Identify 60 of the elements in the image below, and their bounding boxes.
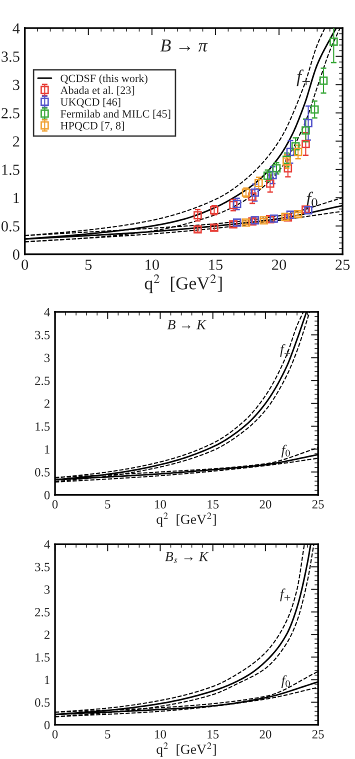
x-tick-label: 20 xyxy=(260,500,272,509)
y-tick-label: 0 xyxy=(12,249,20,260)
y-tick-label: 3.5 xyxy=(35,330,50,340)
x-tick-label: 5 xyxy=(105,500,110,509)
x-axis-title: q$^{2}$ [GeV$^{2}$] xyxy=(156,742,216,757)
x-tick-label: 25 xyxy=(312,730,324,739)
x-tick-label: 5 xyxy=(85,260,92,270)
legend-label: Abada et al. [23] xyxy=(60,86,134,96)
y-tick-label: 3.5 xyxy=(35,562,50,572)
y-tick-label: 1.5 xyxy=(36,653,50,662)
legend-label: QCDSF (this work) xyxy=(60,74,148,84)
annotation: f$_{+}$ xyxy=(280,588,290,602)
x-tick-label: 10 xyxy=(155,730,166,739)
y-tick-label: 0.5 xyxy=(35,698,50,707)
y-tick-label: 2 xyxy=(44,630,50,639)
legend-label: HPQCD [7, 8] xyxy=(60,122,124,132)
y-tick-label: 1.5 xyxy=(2,164,20,175)
y-tick-label: 1 xyxy=(45,445,50,454)
y-tick-label: 0.5 xyxy=(35,468,50,477)
y-tick-label: 2 xyxy=(13,136,20,146)
legend-label: UKQCD [46] xyxy=(60,98,120,108)
y-tick-label: 0.5 xyxy=(1,221,20,232)
x-tick-label: 20 xyxy=(260,730,272,739)
y-tick-label: 4 xyxy=(44,308,50,316)
y-tick-label: 3 xyxy=(44,585,50,594)
x-tick-label: 10 xyxy=(155,500,166,509)
y-tick-label: 1 xyxy=(14,192,20,204)
chart-title: B → π xyxy=(160,40,208,52)
x-tick-label: 20 xyxy=(272,260,286,270)
y-tick-label: 1 xyxy=(45,676,50,684)
annotation: f$_{0}$ xyxy=(281,675,290,688)
y-tick-label: 2.5 xyxy=(35,608,50,616)
x-tick-label: 0 xyxy=(52,500,58,509)
x-tick-label: 5 xyxy=(105,730,110,739)
x-tick-label: 15 xyxy=(208,730,219,739)
y-tick-label: 2 xyxy=(44,399,50,408)
x-tick-label: 10 xyxy=(146,260,159,270)
chart-title: B$_{s}$ → K xyxy=(165,552,209,564)
y-tick-label: 0 xyxy=(44,720,50,730)
chart-title: B → K xyxy=(167,320,206,330)
y-tick-label: 3 xyxy=(13,80,20,90)
y-tick-label: 4 xyxy=(44,540,50,549)
x-axis-title: q$^{2}$ [GeV$^{2}$] xyxy=(144,274,222,294)
x-tick-label: 25 xyxy=(312,500,324,509)
annotation: f$_{+}$ xyxy=(280,344,290,357)
y-tick-label: 2.5 xyxy=(2,108,20,118)
x-tick-label: 0 xyxy=(22,260,28,270)
y-tick-label: 2.5 xyxy=(35,376,50,386)
y-tick-label: 4 xyxy=(12,23,20,34)
y-tick-label: 1.5 xyxy=(36,422,50,431)
x-tick-label: 15 xyxy=(209,260,223,270)
y-tick-label: 0 xyxy=(44,490,50,500)
annotation: f$_{0}$ xyxy=(281,444,290,458)
x-tick-label: 0 xyxy=(52,730,58,739)
y-tick-label: 3 xyxy=(44,354,50,362)
legend-label: Fermilab and MILC [45] xyxy=(60,110,170,119)
x-tick-label: 15 xyxy=(208,500,219,509)
x-axis-title: q$^{2}$ [GeV$^{2}$] xyxy=(156,512,216,527)
x-tick-label: 25 xyxy=(336,260,350,270)
y-tick-label: 3.5 xyxy=(2,52,20,62)
